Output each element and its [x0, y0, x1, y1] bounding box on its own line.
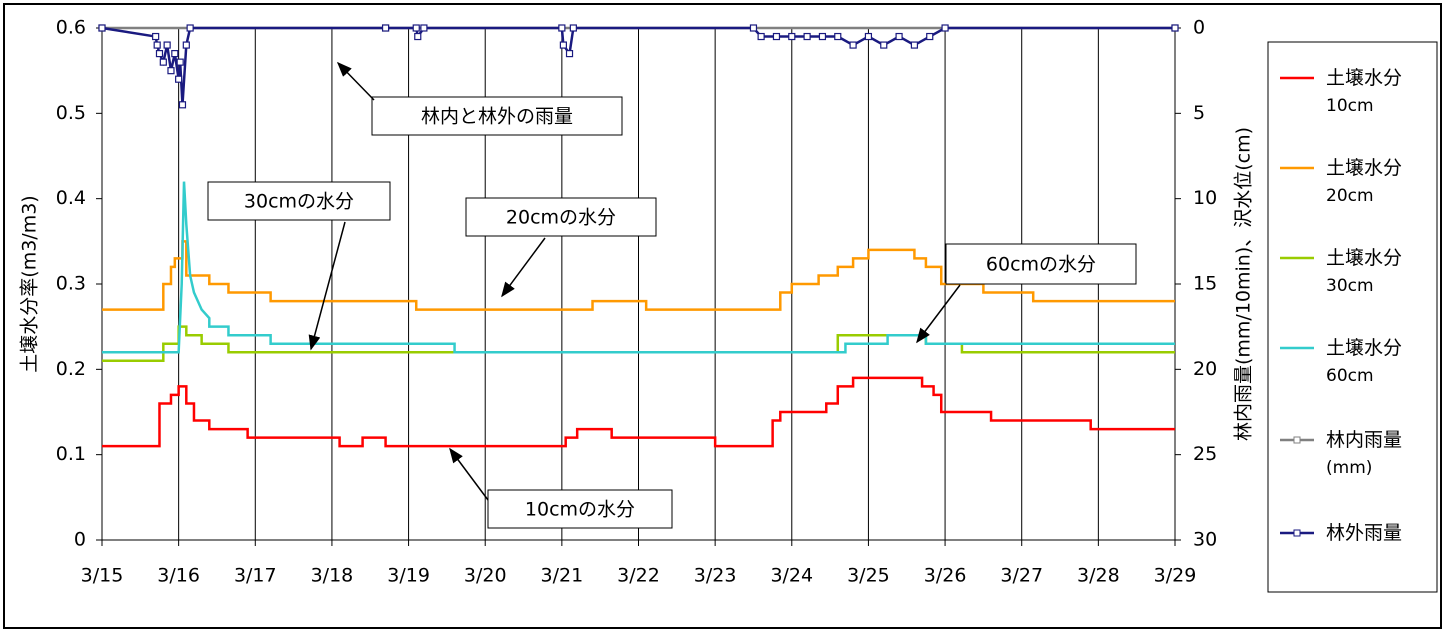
y-tick-label: 0.2 — [56, 358, 86, 380]
annotation-text: 60cmの水分 — [986, 254, 1096, 276]
annotation-text: 林内と林外の雨量 — [421, 106, 573, 128]
annotation: 林内と林外の雨量 30cmの水分 20cmの水分 60cmの水分 10cmの水分 — [207, 61, 1137, 529]
annotation-text: 30cmの水分 — [244, 191, 354, 213]
series-marker — [420, 24, 428, 32]
series-marker — [941, 24, 949, 32]
series-marker — [176, 58, 184, 66]
y2-tick-label: 5 — [1193, 102, 1205, 124]
series-marker — [565, 49, 574, 58]
y-tick-label: 0.3 — [56, 273, 86, 295]
series-marker — [880, 41, 888, 49]
series-marker — [834, 32, 842, 41]
y-tick-label: 0.6 — [56, 17, 86, 39]
series-marker — [803, 32, 811, 41]
x-tick-label: 3/25 — [847, 565, 890, 587]
y2-axis-label: 林内雨量(mm/10min)、沢水位(cm) — [1233, 127, 1255, 441]
legend-marker — [1293, 436, 1301, 444]
series-marker — [414, 32, 422, 41]
x-tick-label: 3/22 — [617, 565, 660, 587]
y2-tick-label: 20 — [1193, 358, 1217, 380]
y-tick-label: 0 — [74, 529, 86, 551]
legend-label: 林内雨量(mm) — [1326, 429, 1402, 479]
series-marker — [153, 41, 161, 49]
annotation-text: 20cmの水分 — [506, 207, 616, 229]
series-marker — [186, 24, 194, 32]
series-marker — [155, 49, 164, 58]
series-marker — [864, 32, 873, 41]
series-marker — [152, 32, 160, 41]
series-marker — [163, 41, 171, 49]
series-marker — [159, 58, 167, 66]
y-tick-label: 0.5 — [56, 102, 86, 124]
series-marker — [818, 32, 827, 41]
x-tick-label: 3/27 — [1000, 565, 1043, 587]
legend-label: 土壌水分 10cm — [1326, 67, 1402, 117]
y-tick-label: 0.1 — [56, 443, 86, 465]
legend-label: 土壌水分 20cm — [1326, 157, 1402, 207]
series-marker — [772, 32, 781, 41]
x-tick-label: 3/17 — [234, 565, 277, 587]
series-marker — [412, 24, 420, 32]
x-tick-label: 3/16 — [157, 565, 200, 587]
series-marker — [1171, 24, 1179, 32]
x-tick-label: 3/28 — [1077, 565, 1120, 587]
annotation-text: 10cmの水分 — [525, 499, 635, 521]
y-tick-label: 0.4 — [56, 187, 86, 209]
series-marker — [910, 41, 919, 49]
series-marker — [926, 32, 934, 41]
y2-tick-label: 25 — [1193, 443, 1217, 465]
series-marker — [749, 24, 758, 32]
series-marker — [558, 24, 566, 32]
x-tick-label: 3/18 — [311, 565, 354, 587]
series-marker — [381, 24, 390, 32]
y2-tick-label: 0 — [1193, 17, 1205, 39]
y2-tick-label: 10 — [1193, 187, 1217, 209]
legend-label: 土壌水分 30cm — [1326, 247, 1402, 297]
series-marker — [178, 101, 187, 109]
series-marker — [757, 32, 765, 41]
x-tick-label: 3/21 — [541, 565, 584, 587]
y-axis-label: 土壌水分率(m3/m3) — [19, 195, 41, 372]
x-tick-label: 3/24 — [770, 565, 813, 587]
legend-label: 林外雨量 — [1326, 522, 1402, 544]
x-tick-label: 3/20 — [464, 565, 507, 587]
series-marker — [569, 24, 577, 32]
legend — [1267, 41, 1438, 593]
series-marker — [788, 32, 796, 41]
legend-label: 土壌水分 60cm — [1326, 337, 1402, 387]
y2-tick-label: 30 — [1193, 529, 1217, 551]
series-marker — [175, 75, 183, 83]
series-marker — [167, 67, 175, 75]
x-tick-label: 3/26 — [924, 565, 967, 587]
legend-marker — [1293, 529, 1301, 537]
series-line — [102, 181, 1175, 354]
series-marker — [849, 41, 857, 49]
series-marker — [182, 41, 190, 49]
series-marker — [98, 24, 106, 32]
y2-tick-label: 15 — [1193, 273, 1217, 295]
x-tick-label: 3/29 — [1154, 565, 1197, 587]
x-tick-label: 3/15 — [81, 565, 124, 587]
series-line — [102, 376, 1175, 448]
x-tick-label: 3/19 — [387, 565, 430, 587]
series-marker — [895, 32, 903, 41]
series-marker — [559, 41, 567, 49]
series-marker — [171, 49, 179, 58]
x-tick-label: 3/23 — [694, 565, 737, 587]
